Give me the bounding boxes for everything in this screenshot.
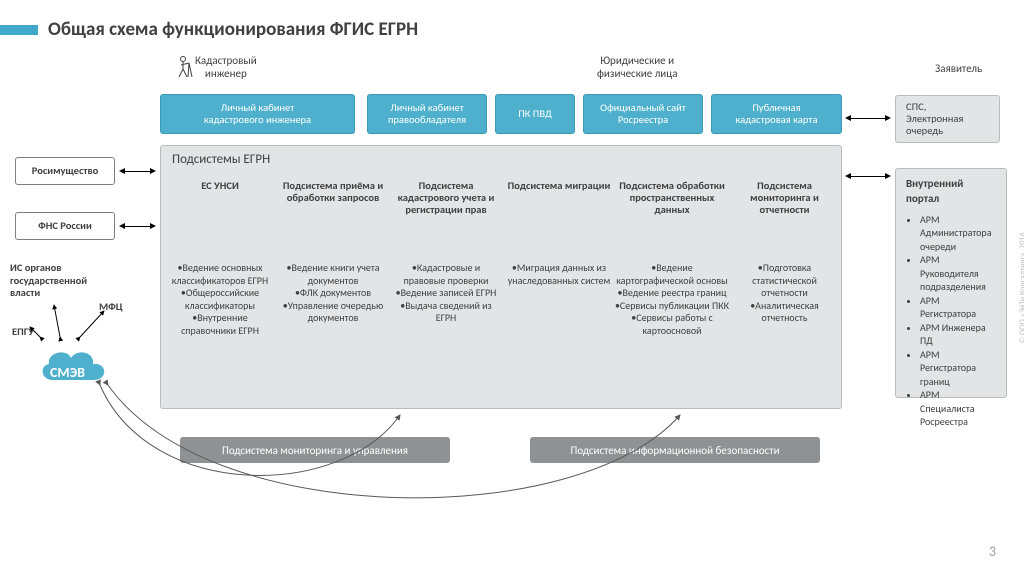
col4-body: •Ведение картографической основы•Ведение… (612, 262, 732, 337)
arrow-fns (124, 226, 151, 227)
internal-portal-panel: Внутренний портал АРМ Администратора оче… (895, 168, 1007, 398)
sps-queue: СПС,Электроннаяочередь (895, 95, 1000, 143)
portal-owner: Личный кабинетправообладателя (367, 94, 487, 134)
arm-item: АРМ Инженера ПД (920, 321, 996, 348)
col3-body: •Миграция данных из унаследованных систе… (504, 262, 614, 287)
col2-body: •Кадастровые и правовые проверки•Ведение… (391, 262, 501, 325)
portal-engineer: Личный кабинеткадастрового инженера (160, 94, 355, 134)
col5-header: Подсистема мониторинга и отчетности (732, 180, 837, 216)
col0-header: ЕС УНСИ (165, 180, 275, 192)
col2-header: Подсистема кадастрового учета и регистра… (391, 180, 501, 216)
arm-item: АРМ Руководителя подразделения (920, 253, 996, 294)
col3-header: Подсистема миграции (504, 180, 614, 192)
actor-legal: Юридические ифизические лица (597, 55, 677, 80)
internal-portal-list: АРМ Администратора очереди АРМ Руководит… (906, 213, 996, 429)
internal-portal-header: Внутренний портал (906, 177, 996, 207)
actor-applicant: Заявитель (935, 63, 982, 76)
official-site: Официальный сайтРосреестра (583, 94, 703, 134)
pk-pvd: ПК ПВД (495, 94, 575, 134)
copyright: © ООО «ЭйТи Консалтинг», 2016 (1018, 232, 1024, 343)
arm-item: АРМ Специалиста Росреестра (920, 388, 996, 429)
arrow-right-sps (850, 118, 886, 119)
smev-label: СМЭВ (50, 364, 85, 381)
fns: ФНС России (15, 212, 115, 240)
col5-body: •Подготовка статистической отчетности•Ан… (732, 262, 837, 325)
rosimushestvo: Росимущество (15, 157, 115, 185)
security-bar: Подсистема информационной безопасности (530, 437, 820, 463)
monitoring-bar: Подсистема мониторинга и управления (180, 437, 450, 463)
arm-item: АРМ Администратора очереди (920, 213, 996, 254)
mfc-label: МФЦ (99, 300, 123, 313)
surveyor-icon (175, 55, 195, 79)
arrow-right-top (850, 176, 886, 177)
epgu-label: ЕПГУ (12, 325, 34, 338)
col4-header: Подсистема обработки пространственных да… (612, 180, 732, 216)
subsystems-title: Подсистемы ЕГРН (172, 152, 270, 167)
page-title: Общая схема функционирования ФГИС ЕГРН (48, 18, 418, 41)
gov-is-label: ИС органовгосударственнойвласти (10, 262, 120, 300)
title-accent (0, 25, 38, 35)
actor-engineer: Кадастровыйинженер (195, 55, 257, 80)
title-bar: Общая схема функционирования ФГИС ЕГРН (0, 18, 418, 41)
public-map: Публичнаякадастровая карта (711, 94, 842, 134)
col1-body: •Ведение книги учета документов•ФЛК доку… (278, 262, 388, 325)
page-number: 3 (989, 543, 996, 560)
arm-item: АРМ Регистратора (920, 294, 996, 321)
arm-item: АРМ Регистратора границ (920, 348, 996, 389)
col0-body: •Ведение основных классификаторов ЕГРН•О… (165, 262, 275, 337)
col1-header: Подсистема приёма и обработки запросов (278, 180, 388, 204)
arrow-rosim (124, 171, 151, 172)
